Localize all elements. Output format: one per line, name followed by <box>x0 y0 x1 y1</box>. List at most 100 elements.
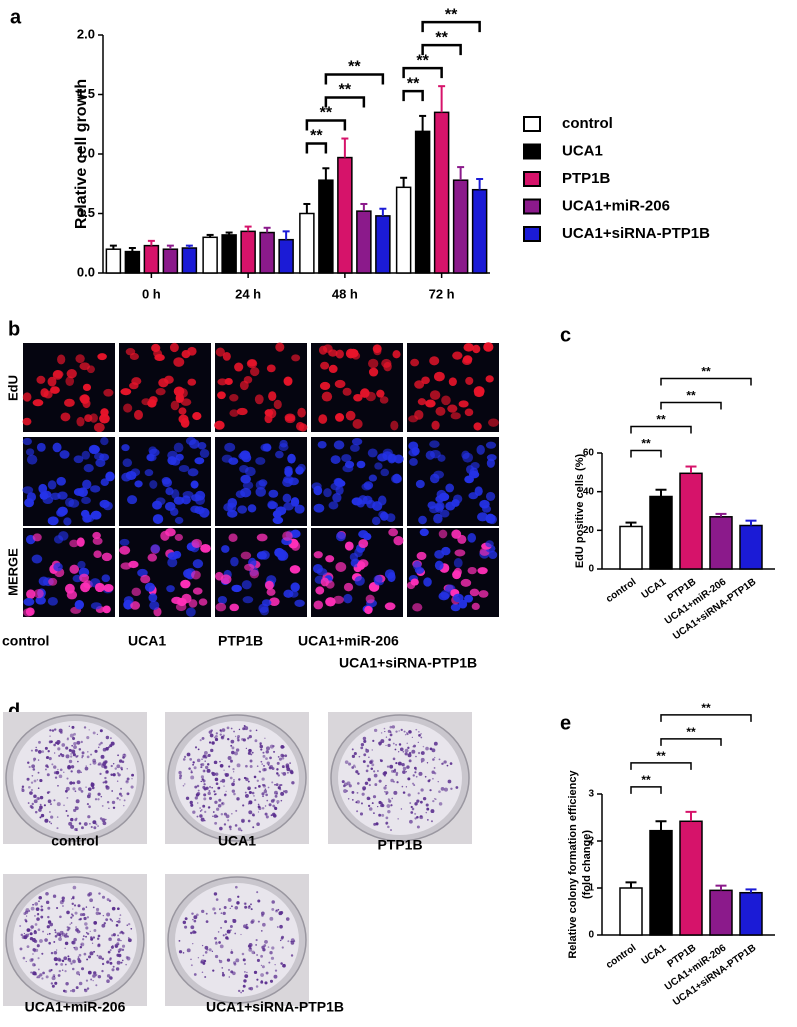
colony <box>108 937 112 942</box>
colony <box>361 792 365 796</box>
significance-label: ** <box>348 59 361 76</box>
colony <box>420 736 423 739</box>
colony <box>190 769 193 772</box>
legend-label: control <box>562 115 613 132</box>
colony <box>263 789 268 794</box>
colony <box>101 818 106 823</box>
colony <box>249 729 252 732</box>
cell-nucleus <box>361 483 372 491</box>
colony <box>264 737 266 739</box>
colony <box>87 893 91 897</box>
cell-nucleus <box>131 587 142 597</box>
colony <box>89 898 94 903</box>
cell-nucleus <box>47 480 57 490</box>
colony <box>57 747 61 751</box>
colony <box>393 790 398 795</box>
colony <box>120 787 122 790</box>
colony <box>214 734 218 738</box>
cell-nucleus <box>365 594 375 604</box>
cell-nucleus <box>356 460 366 469</box>
colony <box>443 787 448 792</box>
colony <box>32 768 36 771</box>
colony <box>47 799 52 804</box>
colony <box>202 769 206 773</box>
cell-nucleus <box>236 407 248 416</box>
colony <box>117 938 121 942</box>
cell-nucleus <box>33 588 44 599</box>
colony <box>86 987 90 990</box>
cell-nucleus <box>344 541 354 551</box>
colony <box>400 808 403 810</box>
bar <box>105 248 122 274</box>
colony <box>74 827 78 831</box>
colony <box>219 760 221 763</box>
cell-nucleus <box>227 509 238 518</box>
colony <box>274 794 278 798</box>
colony <box>42 930 45 933</box>
colony <box>407 746 410 750</box>
colony <box>402 766 407 771</box>
colony <box>73 745 77 750</box>
cell-nucleus <box>435 495 445 503</box>
cell-nucleus <box>50 386 60 394</box>
colony <box>202 785 206 789</box>
cell-nucleus <box>150 544 161 554</box>
cell-nucleus <box>350 444 360 452</box>
colony <box>208 789 211 792</box>
colony <box>63 956 68 961</box>
colony <box>418 731 420 733</box>
cell-nucleus <box>294 599 305 607</box>
cell-nucleus <box>38 576 49 586</box>
colony <box>432 799 435 803</box>
colony <box>65 746 69 750</box>
cell-nucleus <box>256 533 268 542</box>
colony <box>49 811 51 813</box>
legend-label: PTP1B <box>562 170 611 187</box>
colony <box>50 982 54 985</box>
colony <box>123 799 126 802</box>
colony <box>112 763 115 765</box>
colony <box>200 817 205 822</box>
colony <box>178 770 182 775</box>
colony <box>433 772 437 775</box>
colony <box>123 805 125 807</box>
colony <box>250 908 253 911</box>
cell-nucleus <box>57 506 68 516</box>
colony <box>89 823 91 825</box>
cell-nucleus <box>283 376 293 386</box>
colony <box>112 933 116 937</box>
cell-nucleus <box>185 607 196 617</box>
colony <box>70 898 73 900</box>
cell-nucleus <box>93 422 105 433</box>
colony <box>65 981 69 986</box>
colony <box>62 905 64 907</box>
colony <box>233 730 235 733</box>
colony <box>404 734 407 736</box>
colony <box>53 728 57 731</box>
colony <box>29 805 33 808</box>
cell-nucleus <box>486 458 495 468</box>
colony <box>71 749 76 754</box>
colony <box>429 747 433 751</box>
cell-nucleus <box>53 562 63 572</box>
colony <box>34 948 39 952</box>
colony <box>206 768 211 773</box>
colony <box>261 792 265 796</box>
colony <box>373 812 375 815</box>
micrograph <box>23 437 115 526</box>
colony <box>210 748 214 753</box>
bar <box>414 130 431 274</box>
colony <box>243 971 246 973</box>
colony <box>86 932 90 935</box>
colony <box>54 934 58 938</box>
colony <box>261 965 265 969</box>
colony <box>82 938 85 941</box>
significance-bracket <box>660 714 752 722</box>
cell-nucleus <box>22 437 32 446</box>
colony <box>437 780 439 783</box>
cell-nucleus <box>169 342 179 353</box>
colony <box>34 748 38 752</box>
colony <box>278 757 282 761</box>
colony <box>219 733 222 736</box>
colony <box>182 758 186 761</box>
